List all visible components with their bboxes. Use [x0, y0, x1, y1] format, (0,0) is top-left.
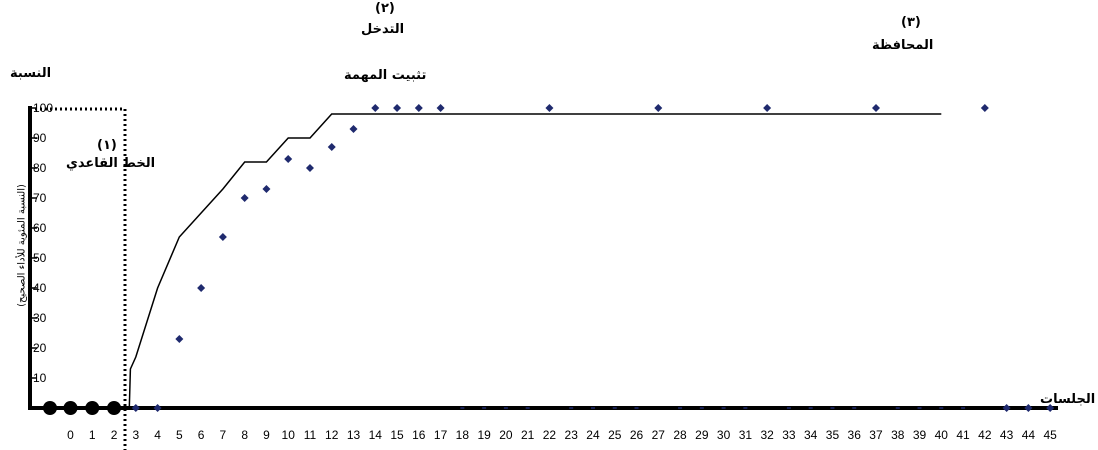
- y-tick-label: 100: [33, 101, 53, 115]
- x-tick-label: 27: [652, 428, 666, 442]
- data-point: [436, 104, 445, 112]
- x-tick-label: 38: [891, 428, 905, 442]
- data-point: [175, 335, 184, 343]
- x-tick-label: 42: [978, 428, 992, 442]
- x-tick-label: 29: [695, 428, 709, 442]
- data-point: [327, 143, 336, 151]
- data-point: [284, 155, 293, 163]
- x-tick-label: 17: [434, 428, 448, 442]
- data-point: [262, 185, 271, 193]
- x-axis-label: الجلسات: [1040, 392, 1096, 407]
- data-point: [763, 104, 772, 112]
- phase-2-name: التدخل: [361, 22, 405, 37]
- baseline-point: [107, 401, 122, 415]
- x-tick-label: 7: [220, 428, 227, 442]
- x-tick-label: 16: [412, 428, 426, 442]
- x-tick-label: 19: [477, 428, 491, 442]
- x-tick-label: 5: [176, 428, 183, 442]
- data-point: [654, 104, 663, 112]
- x-tick-label: 35: [826, 428, 840, 442]
- x-tick-label: 8: [241, 428, 248, 442]
- x-tick-label: 40: [935, 428, 949, 442]
- data-point: [131, 404, 140, 412]
- data-point: [305, 164, 314, 172]
- x-tick-label: 0: [67, 428, 74, 442]
- x-tick-label: 30: [717, 428, 731, 442]
- x-tick-label: 14: [369, 428, 383, 442]
- x-tick-label: 41: [956, 428, 970, 442]
- x-tick-label: 2: [111, 428, 118, 442]
- x-tick-label: 34: [804, 428, 818, 442]
- x-tick-label: 21: [521, 428, 535, 442]
- x-tick-label: 6: [198, 428, 205, 442]
- x-tick-label: 4: [154, 428, 161, 442]
- baseline-point: [85, 401, 100, 415]
- x-tick-label: 31: [739, 428, 753, 442]
- phase-3-number: (٣): [901, 15, 921, 30]
- data-point: [371, 104, 380, 112]
- y-tick-label: 90: [33, 131, 47, 145]
- data-point: [349, 125, 358, 133]
- y-tick-label: 30: [33, 311, 47, 325]
- data-point: [1024, 404, 1033, 412]
- x-tick-label: 24: [586, 428, 600, 442]
- data-point: [218, 233, 227, 241]
- x-tick-label: 26: [630, 428, 644, 442]
- x-tick-label: 44: [1022, 428, 1036, 442]
- x-tick-label: 9: [263, 428, 270, 442]
- x-tick-label: 36: [848, 428, 862, 442]
- phase-1-number: (١): [97, 138, 117, 153]
- baseline-point: [43, 401, 57, 415]
- x-tick-label: 11: [304, 428, 317, 442]
- phase-3-name: المحافظة: [872, 38, 934, 53]
- phase-2-number: (٢): [375, 1, 395, 16]
- phase-1-name: الخط القاعدي: [66, 156, 156, 171]
- x-tick-label: 3: [132, 428, 139, 442]
- y-tick-label: 20: [33, 341, 47, 355]
- y-tick-label: 50: [33, 251, 47, 265]
- data-point: [871, 104, 880, 112]
- y-axis-title: (النسبة المئوية للأداء الصحيح): [16, 184, 28, 307]
- cumulative-line: [128, 113, 942, 409]
- x-tick-label: 22: [543, 428, 557, 442]
- data-point: [1046, 404, 1055, 412]
- x-tick-label: 39: [913, 428, 927, 442]
- x-tick-label: 28: [673, 428, 687, 442]
- data-point: [197, 284, 206, 292]
- x-tick-label: 32: [760, 428, 774, 442]
- x-tick-label: 23: [565, 428, 579, 442]
- y-tick-label: 60: [33, 221, 47, 235]
- y-axis-label: النسبة: [10, 66, 52, 81]
- data-point: [980, 104, 989, 112]
- baseline-point: [63, 401, 78, 415]
- x-tick-label: 1: [89, 428, 96, 442]
- x-tick-label: 37: [869, 428, 883, 442]
- y-tick-label: 80: [33, 161, 47, 175]
- y-tick-label: 70: [33, 191, 47, 205]
- x-tick-label: 45: [1043, 428, 1057, 442]
- x-tick-label: 13: [347, 428, 361, 442]
- y-tick-label: 40: [33, 281, 47, 295]
- x-tick-label: 15: [390, 428, 404, 442]
- x-tick-label: 43: [1000, 428, 1014, 442]
- data-point: [414, 104, 423, 112]
- data-point: [240, 194, 249, 202]
- data-point: [393, 104, 402, 112]
- data-point: [153, 404, 162, 412]
- phase-2-subname: تثبيت المهمة: [344, 68, 427, 83]
- data-point: [545, 104, 554, 112]
- x-tick-label: 33: [782, 428, 796, 442]
- x-tick-label: 20: [499, 428, 513, 442]
- x-tick-label: 18: [456, 428, 470, 442]
- x-tick-label: 10: [282, 428, 296, 442]
- x-tick-label: 25: [608, 428, 622, 442]
- data-point: [1002, 404, 1011, 412]
- y-tick-label: 10: [33, 371, 47, 385]
- x-tick-label: 12: [325, 428, 339, 442]
